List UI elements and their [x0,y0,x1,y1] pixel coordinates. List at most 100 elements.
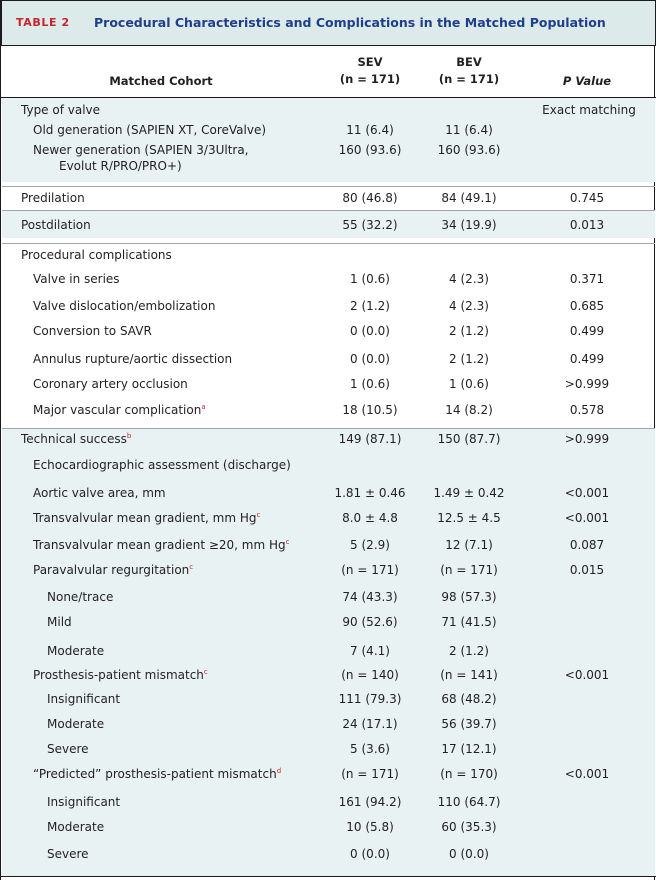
cell-sev: 7 (4.1) [350,644,390,658]
cell-bev: 4 (2.3) [449,299,489,313]
cell-sev: 90 (52.6) [342,615,398,629]
cell-p-value: <0.001 [564,486,610,500]
row-label-text: Moderate [47,644,105,658]
row-label-text: Newer generation (SAPIEN 3/3Ultra, [33,143,249,157]
row-label-text: Procedural complications [21,248,172,262]
footnote-marker: c [203,668,208,676]
cell-sev: 24 (17.1) [342,717,398,731]
header-p-value: P Value [562,74,612,88]
cell-bev: 34 (19.9) [441,218,497,232]
cell-bev: 2 (1.2) [449,324,489,338]
cell-sev: 5 (2.9) [350,538,390,552]
cell-sev: 149 (87.1) [338,432,402,446]
cell-bev: 1.49 ± 0.42 [433,486,505,500]
row-label: Valve dislocation/embolization [33,299,215,313]
row-label-text: Annulus rupture/aortic dissection [33,352,233,366]
row-label: Moderate [47,820,104,834]
row-label-text: “Predicted” prosthesis-patient mismatch [33,767,277,781]
row-label-text: Paravalvular regurgitation [33,563,190,577]
cell-sev: 8.0 ± 4.8 [342,511,398,525]
cell-bev: (n = 170) [440,767,498,781]
cell-sev: 18 (10.5) [342,403,398,417]
row-label-text: Insignificant [47,795,121,809]
cell-sev: 0 (0.0) [350,847,390,861]
cell-bev: 150 (87.7) [437,432,501,446]
cell-sev: (n = 140) [341,668,399,682]
row-label-text: Valve in series [33,272,120,286]
table-bottom-rule [1,876,656,877]
row-label-text: Transvalvular mean gradient ≥20, mm Hg [33,538,286,552]
row-separator [2,428,655,429]
row-label: Mild [47,615,72,629]
cell-p-value: <0.001 [564,668,610,682]
cell-p-value: 0.499 [569,352,605,366]
row-label: “Predicted” prosthesis-patient mismatchd [33,767,281,781]
row-label: Severe [47,847,89,861]
cell-p-value: <0.001 [564,511,610,525]
cell-p-value: >0.999 [564,432,610,446]
cell-sev: 160 (93.6) [338,143,402,157]
cell-sev: 161 (94.2) [338,795,402,809]
row-label: Moderate [47,717,104,731]
cell-sev: 80 (46.8) [342,191,398,205]
row-label: Prosthesis-patient mismatchc [33,668,208,682]
footnote-marker: d [276,767,282,775]
cell-bev: 2 (1.2) [449,644,489,658]
cell-sev: 55 (32.2) [342,218,398,232]
row-label: Procedural complications [21,248,172,262]
row-label: Coronary artery occlusion [33,377,188,391]
row-label: Moderate [47,644,104,658]
row-label-text: None/trace [47,590,114,604]
cell-sev: 111 (79.3) [338,692,402,706]
row-separator [2,210,655,211]
cell-bev: 1 (0.6) [449,377,489,391]
cell-sev: 11 (6.4) [346,123,394,137]
row-label-text: Severe [47,742,89,756]
header-cohort: Matched Cohort [109,74,213,88]
row-separator [2,243,655,244]
row-band [2,428,655,876]
cell-bev: 11 (6.4) [445,123,493,137]
footnote-marker: b [126,432,132,440]
row-label-text: Major vascular complication [33,403,202,417]
cell-sev: (n = 171) [341,767,399,781]
row-label: Conversion to SAVR [33,324,152,338]
row-label: Old generation (SAPIEN XT, CoreValve) [33,123,266,137]
row-label: Insignificant [47,795,120,809]
row-label-text: Type of valve [21,103,101,117]
row-band [2,210,655,238]
row-label: Aortic valve area, mm [33,486,166,500]
cell-sev: 1.81 ± 0.46 [334,486,406,500]
row-label-text: Severe [47,847,89,861]
row-label-text: Aortic valve area, mm [33,486,166,500]
cell-bev: 17 (12.1) [441,742,497,756]
footnote-marker: c [256,511,261,519]
cell-p-value: Exact matching [542,103,636,117]
cell-p-value: 0.745 [569,191,605,205]
cell-sev: (n = 171) [341,563,399,577]
row-label: Echocardiographic assessment (discharge) [33,458,291,472]
cell-bev: 56 (39.7) [441,717,497,731]
cell-bev: 60 (35.3) [441,820,497,834]
row-label: Type of valve [21,103,100,117]
row-label: Insignificant [47,692,120,706]
row-band [2,98,655,182]
row-label-text: Conversion to SAVR [33,324,152,338]
cell-bev: 84 (49.1) [441,191,497,205]
row-label: Annulus rupture/aortic dissection [33,352,232,366]
row-separator [2,186,655,187]
cell-sev: 2 (1.2) [350,299,390,313]
header-bev-name: BEV [456,55,482,69]
cell-bev: (n = 141) [440,668,498,682]
row-label-continued: Evolut R/PRO/PRO+) [59,159,182,173]
cell-p-value: 0.371 [569,272,605,286]
row-label-text: Postdilation [21,218,91,232]
footnote-marker: c [285,538,290,546]
row-label-text: Moderate [47,820,105,834]
row-label-text: Old generation (SAPIEN XT, CoreValve) [33,123,267,137]
cell-sev: 10 (5.8) [346,820,394,834]
row-label: Technical successb [21,432,131,446]
row-label: Paravalvular regurgitationc [33,563,193,577]
row-label: Transvalvular mean gradient ≥20, mm Hgc [33,538,290,552]
